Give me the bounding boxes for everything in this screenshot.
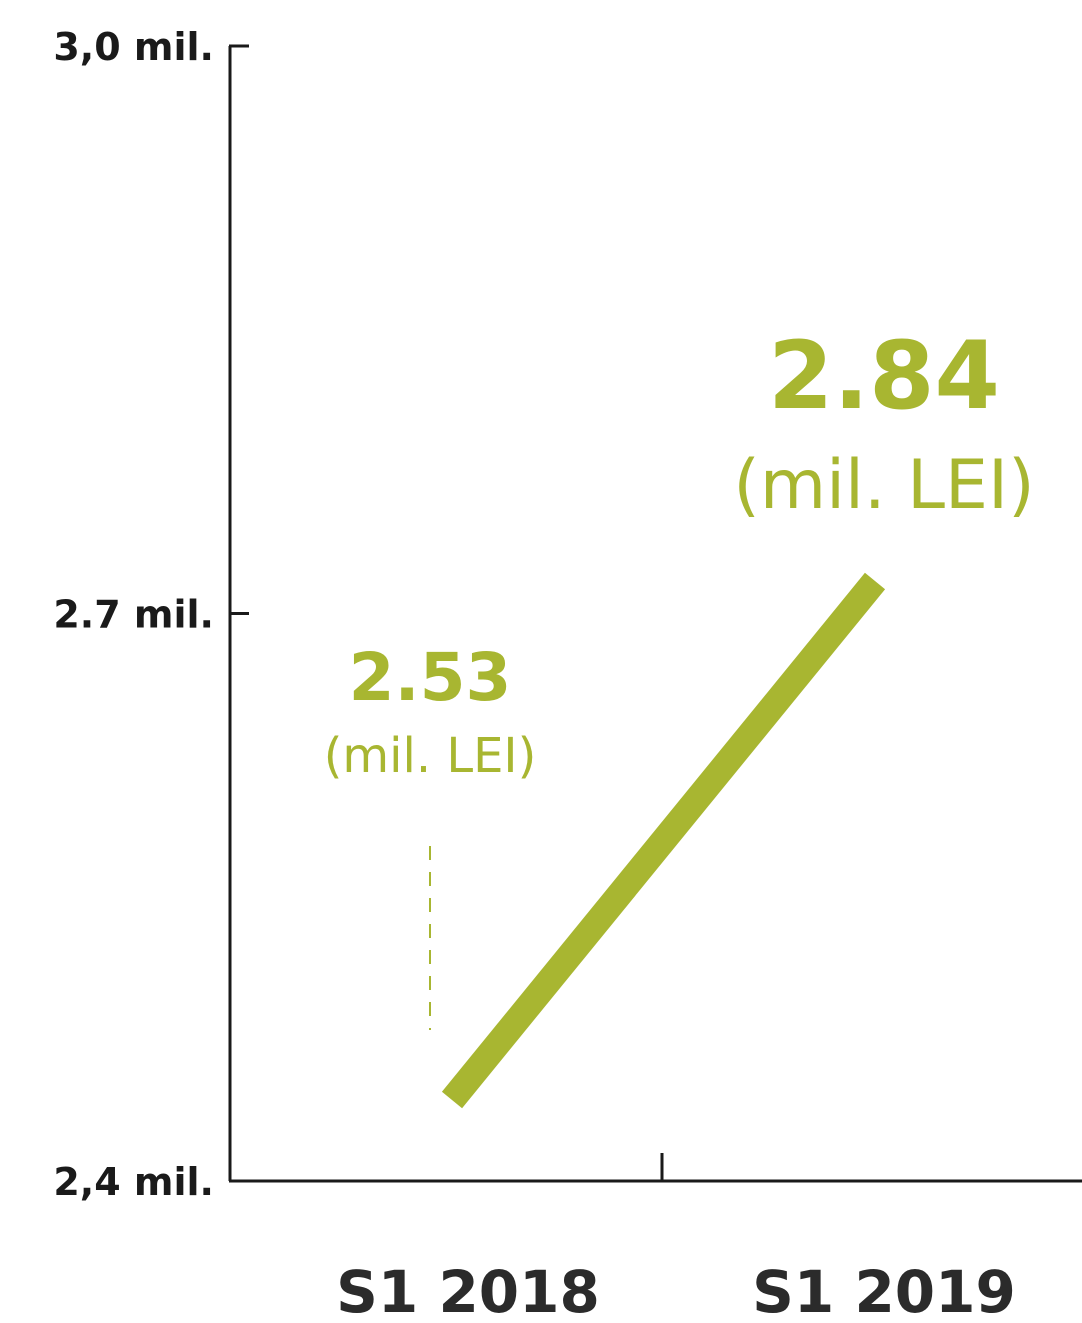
y-tick-label: 2.7 mil.	[53, 593, 214, 637]
x-tick-label-s1-2019: S1 2019	[752, 1258, 1016, 1323]
y-tick-label: 2,4 mil.	[53, 1160, 214, 1204]
y-axis-ticks: 2,4 mil. 2.7 mil. 3,0 mil.	[53, 25, 249, 1204]
y-tick-label: 3,0 mil.	[53, 25, 214, 69]
series-line	[441, 572, 886, 1109]
data-label-unit-s1-2019: (mil. LEI)	[733, 446, 1034, 525]
data-label-value-s1-2018: 2.53	[349, 639, 512, 716]
data-label-value-s1-2019: 2.84	[768, 322, 1000, 431]
x-tick-label-s1-2018: S1 2018	[336, 1258, 600, 1323]
data-label-unit-s1-2018: (mil. LEI)	[324, 728, 537, 784]
